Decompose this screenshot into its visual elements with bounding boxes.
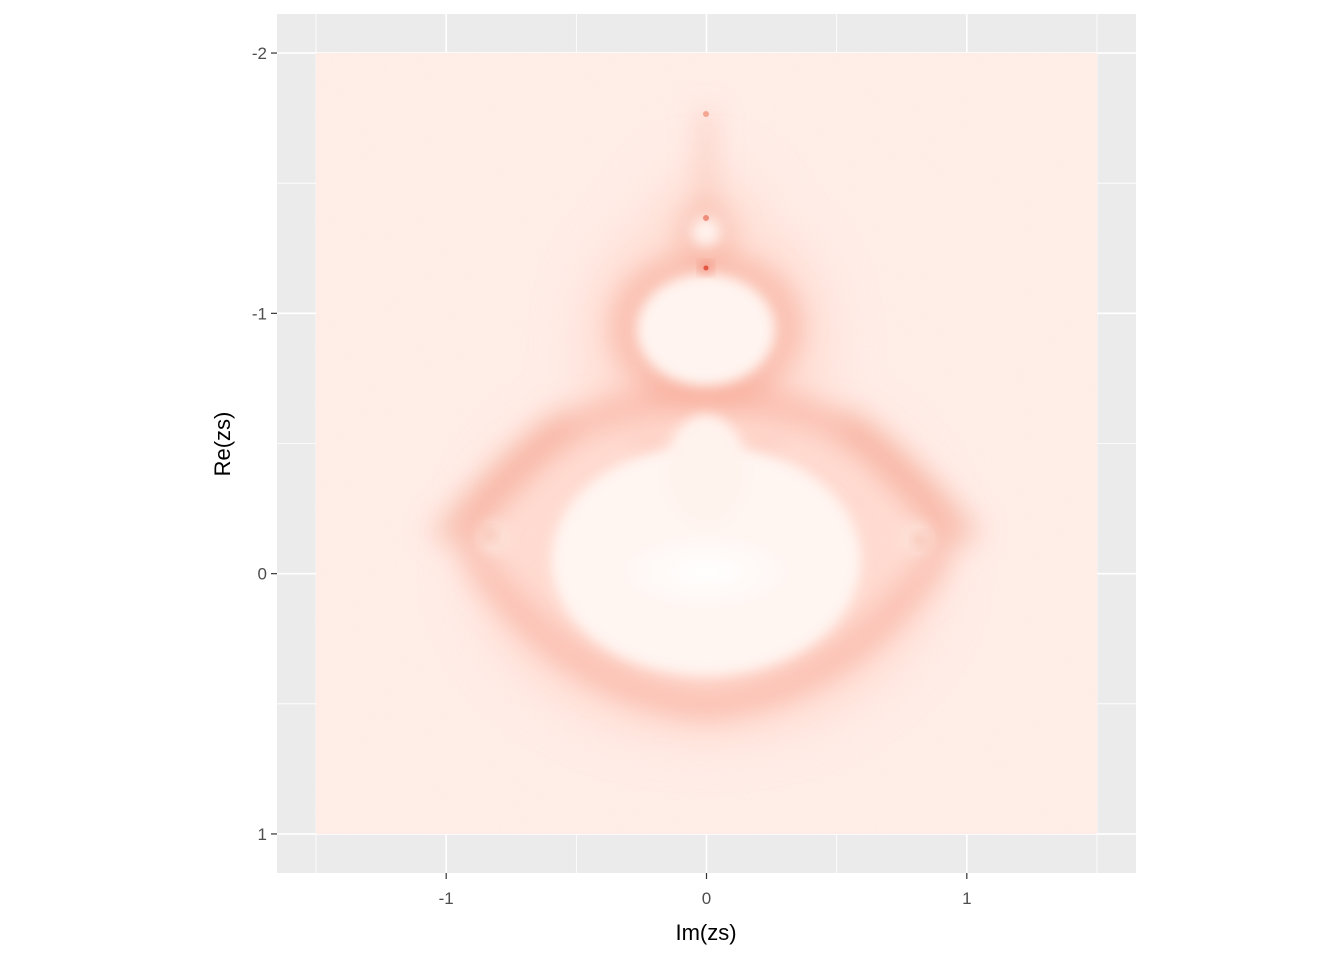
y-tick-label: 0 <box>258 565 267 584</box>
boundary-band <box>430 110 982 719</box>
y-tick-label: -1 <box>252 304 267 323</box>
heatmap-raster <box>316 53 1097 834</box>
x-tick-label: 1 <box>962 889 971 908</box>
x-axis-title: Im(zs) <box>675 920 736 945</box>
hot-spots <box>484 111 926 546</box>
y-tick-label: 1 <box>258 825 267 844</box>
axis-ticks <box>271 52 968 879</box>
center-glow <box>611 530 801 614</box>
y-tick-label: -2 <box>252 44 267 63</box>
x-tick-label: 0 <box>702 889 711 908</box>
x-tick-labels: -1 0 1 <box>439 889 972 908</box>
y-axis-title: Re(zs) <box>210 412 235 477</box>
x-tick-label: -1 <box>439 889 454 908</box>
y-tick-labels: -2 -1 0 1 <box>252 44 267 844</box>
